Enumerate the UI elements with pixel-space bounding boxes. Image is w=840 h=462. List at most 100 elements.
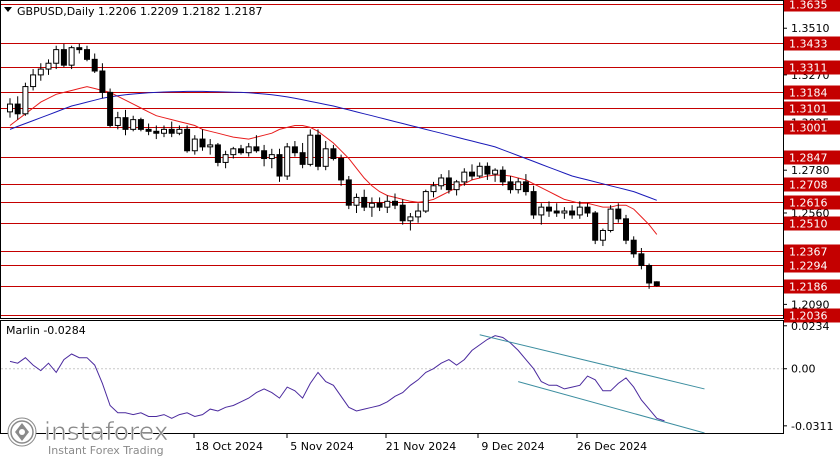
candle-body <box>207 144 214 148</box>
x-tick-label: 5 Nov 2024 <box>290 440 353 453</box>
level-label: 1.3311 <box>789 62 828 75</box>
x-tick-label: 21 Nov 2024 <box>386 440 456 453</box>
candle-body <box>522 181 529 193</box>
candle-body <box>399 204 406 222</box>
candle-body <box>214 144 221 163</box>
indicator-plot-frame <box>0 320 784 434</box>
level-label-bg <box>784 60 840 75</box>
moving-average-line <box>9 90 657 201</box>
candle-body <box>546 206 552 212</box>
candle-body <box>376 202 383 208</box>
candle-body <box>114 117 121 126</box>
indicator-name-label: Marlin -0.0284 <box>6 324 86 337</box>
level-label: 1.2036 <box>789 310 828 323</box>
candle-body <box>268 154 275 160</box>
level-label-bg <box>784 0 840 12</box>
candle-body <box>145 128 152 132</box>
candle-body <box>476 165 483 177</box>
level-label: 1.2847 <box>789 152 828 165</box>
candle-body <box>430 185 437 193</box>
candle-body <box>7 103 13 113</box>
level-label: 1.3101 <box>789 103 828 116</box>
candle-body <box>137 119 144 130</box>
symbol-dropdown-icon[interactable] <box>4 7 12 12</box>
candle-body <box>576 206 583 216</box>
level-label: 1.2708 <box>789 179 828 192</box>
candle-body <box>191 138 198 152</box>
level-label: 1.2510 <box>789 218 828 231</box>
x-tick-label: 9 Dec 2024 <box>481 440 544 453</box>
candle-body <box>315 134 321 167</box>
trend-channel-lower <box>518 381 705 433</box>
candle-body <box>484 165 491 175</box>
candle-body <box>530 191 537 216</box>
candle-body <box>168 128 175 134</box>
candle-body <box>37 68 44 76</box>
candle-body <box>153 130 160 134</box>
indicator-line <box>9 335 665 422</box>
candle-body <box>107 91 114 126</box>
candle-body <box>607 208 614 231</box>
moving-average-line <box>9 86 658 235</box>
candle-body <box>384 200 391 208</box>
level-label-bg <box>784 177 840 192</box>
candle-body <box>615 208 622 220</box>
x-tick-label: 18 Oct 2024 <box>195 440 263 453</box>
candle-body <box>569 210 576 216</box>
symbol-header: GBPUSD,Daily 1.2206 1.2209 1.2182 1.2187 <box>17 5 262 18</box>
candle-body <box>299 152 306 165</box>
price-tick-label: 1.2090 <box>791 298 830 311</box>
level-label-bg <box>784 85 840 100</box>
trend-channel-upper <box>479 334 705 390</box>
candle-body <box>253 146 260 152</box>
logo-mark-icon <box>7 417 37 447</box>
candle-body <box>361 196 368 208</box>
level-label: 1.3433 <box>789 38 828 51</box>
level-label-bg <box>784 120 840 135</box>
level-label: 1.2186 <box>789 281 828 294</box>
candle-body <box>599 229 606 241</box>
candle-body <box>453 181 460 191</box>
candle-body <box>122 117 129 130</box>
candle-body <box>238 148 244 154</box>
candle-body <box>176 128 183 134</box>
price-tick-label: 1.3510 <box>791 22 830 35</box>
candle-body <box>630 239 637 255</box>
level-label-bg <box>784 195 840 210</box>
candle-body <box>507 181 514 191</box>
logo-tagline-text: Instant Forex Trading <box>48 444 164 457</box>
candle-body <box>330 148 337 160</box>
logo-brand-text: instaforex <box>44 417 169 446</box>
candle-body <box>338 158 345 181</box>
candle-body <box>53 49 60 64</box>
candle-body <box>438 177 445 187</box>
candle-body <box>76 47 83 51</box>
level-label-bg <box>784 150 840 165</box>
candle-body <box>638 253 645 266</box>
level-label: 1.3184 <box>789 87 828 100</box>
candle-body <box>623 218 629 241</box>
level-label: 1.2367 <box>789 246 828 259</box>
level-label: 1.3635 <box>789 0 828 12</box>
candle-body <box>230 148 237 156</box>
candle-body <box>584 206 591 214</box>
candle-body <box>14 103 21 115</box>
level-label-bg <box>784 279 840 294</box>
candle-body <box>307 134 314 165</box>
level-label-bg <box>784 244 840 259</box>
candle-body <box>407 216 414 222</box>
indicator-tick-label: 0.0234 <box>791 320 830 333</box>
candle-body <box>553 210 560 214</box>
indicator-tick-label: -0.0311 <box>791 420 833 433</box>
candle-body <box>653 281 660 287</box>
candle-body <box>461 171 468 183</box>
candle-body <box>515 181 522 191</box>
level-label-bg <box>784 258 840 273</box>
candle-body <box>245 146 252 154</box>
candle-body <box>276 154 283 177</box>
candle-body <box>84 49 90 60</box>
candle-body <box>91 58 98 72</box>
candle-body <box>68 47 75 66</box>
indicator-tick-label: 0.00 <box>791 363 816 376</box>
